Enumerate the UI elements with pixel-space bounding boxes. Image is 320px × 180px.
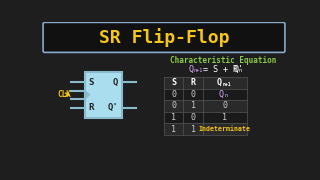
Text: 0: 0 [222, 101, 227, 110]
Text: R: R [89, 103, 94, 112]
Text: 0: 0 [191, 90, 196, 99]
Bar [164, 100, 247, 112]
Bar [164, 77, 247, 135]
Text: 1: 1 [171, 113, 176, 122]
Text: = S + R': = S + R' [203, 65, 243, 74]
Text: 1: 1 [191, 101, 196, 110]
Text: n: n [238, 68, 242, 73]
Text: Characteristic Equation: Characteristic Equation [171, 56, 277, 65]
Bar [164, 112, 247, 123]
Text: 0: 0 [171, 101, 176, 110]
Bar [164, 77, 247, 89]
Text: Q: Q [218, 90, 223, 99]
Text: Q': Q' [108, 103, 118, 112]
Text: Indeterminate: Indeterminate [199, 126, 251, 132]
Text: SR Flip-Flop: SR Flip-Flop [99, 28, 229, 47]
Text: 0: 0 [191, 113, 196, 122]
Polygon shape [85, 91, 90, 99]
Bar [164, 89, 247, 100]
Text: Q: Q [189, 65, 194, 74]
Text: n: n [224, 93, 227, 98]
Text: 0: 0 [171, 90, 176, 99]
Text: R: R [191, 78, 196, 87]
Bar [164, 123, 247, 135]
Text: n+1: n+1 [194, 68, 203, 73]
Bar [85, 72, 122, 118]
Text: 1: 1 [191, 125, 196, 134]
Text: Q: Q [113, 78, 118, 87]
Text: 1: 1 [171, 125, 176, 134]
Text: S: S [89, 78, 94, 87]
FancyBboxPatch shape [43, 22, 285, 52]
Text: S: S [171, 78, 176, 87]
Text: Q: Q [234, 65, 239, 74]
Text: n+1: n+1 [222, 82, 231, 87]
Text: CLK: CLK [57, 90, 71, 99]
Text: 1: 1 [222, 113, 227, 122]
Text: Q: Q [217, 78, 222, 87]
